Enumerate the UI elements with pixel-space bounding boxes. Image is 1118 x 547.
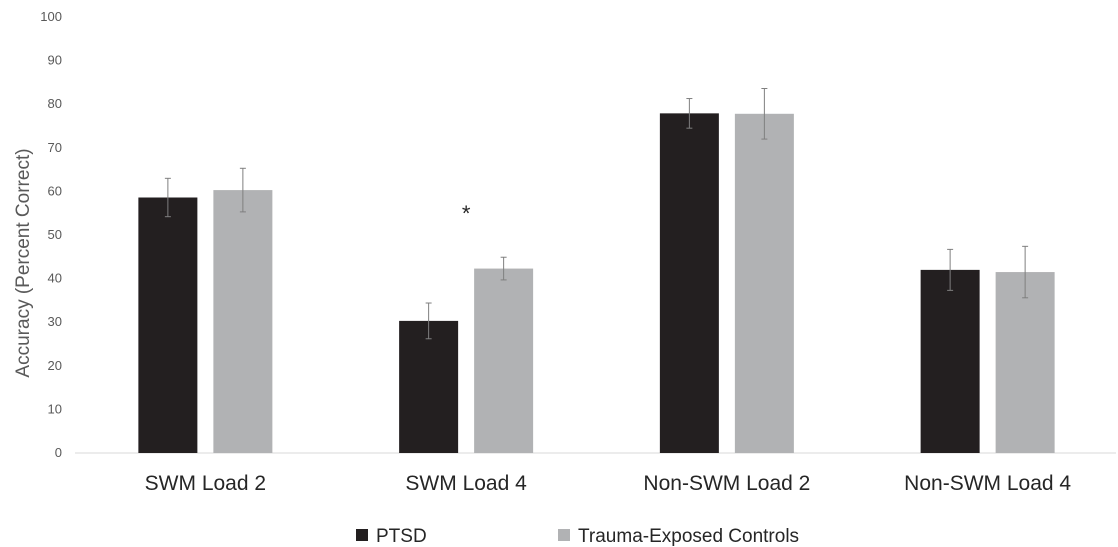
y-tick-label: 20 <box>48 358 62 373</box>
legend-swatch <box>356 529 368 541</box>
error-bar <box>686 98 693 129</box>
error-bar <box>239 167 246 213</box>
bar <box>734 113 794 454</box>
bar <box>474 268 534 453</box>
category-labels: SWM Load 2 SWM Load 4 Non-SWM Load 2 Non-SW… <box>145 472 1072 495</box>
y-tick-label: 60 <box>48 183 62 198</box>
y-tick-label: 100 <box>40 9 62 24</box>
error-bar <box>425 302 432 340</box>
legend: PTSD Trauma-Exposed Controls <box>356 526 799 547</box>
y-tick-label: 80 <box>48 96 62 111</box>
bar <box>920 269 980 453</box>
annotations: * <box>462 201 471 226</box>
y-axis-title: Accuracy (Percent Correct) <box>13 148 34 377</box>
y-tick-label: 0 <box>55 445 62 460</box>
y-tick-label: 90 <box>48 53 62 68</box>
y-axis-ticks: 0 10 20 30 40 50 60 70 80 90 100 <box>40 9 62 460</box>
y-tick-label: 30 <box>48 314 62 329</box>
legend-item: PTSD <box>356 526 427 547</box>
error-bar <box>164 177 171 218</box>
bar <box>138 197 198 453</box>
y-tick-label: 70 <box>48 140 62 155</box>
legend-label: Trauma-Exposed Controls <box>578 526 799 547</box>
bar <box>995 272 1055 453</box>
legend-label: PTSD <box>376 526 427 547</box>
legend-item: Trauma-Exposed Controls <box>558 526 799 547</box>
category-label: Non-SWM Load 4 <box>904 472 1071 495</box>
bar <box>659 113 719 453</box>
bar <box>399 320 459 453</box>
error-bar <box>761 88 768 140</box>
y-tick-label: 50 <box>48 227 62 242</box>
error-bar <box>947 248 954 291</box>
y-tick-label: 10 <box>48 401 62 416</box>
category-label: SWM Load 4 <box>405 472 527 495</box>
error-bar <box>1022 245 1029 299</box>
error-bars <box>164 88 1029 340</box>
significance-marker: * <box>462 201 471 226</box>
category-label: SWM Load 2 <box>145 472 266 495</box>
legend-swatch <box>558 529 570 541</box>
category-label: Non-SWM Load 2 <box>643 472 810 495</box>
bars <box>138 113 1055 454</box>
y-tick-label: 40 <box>48 271 62 286</box>
error-bar <box>500 256 507 281</box>
bar <box>213 190 273 454</box>
